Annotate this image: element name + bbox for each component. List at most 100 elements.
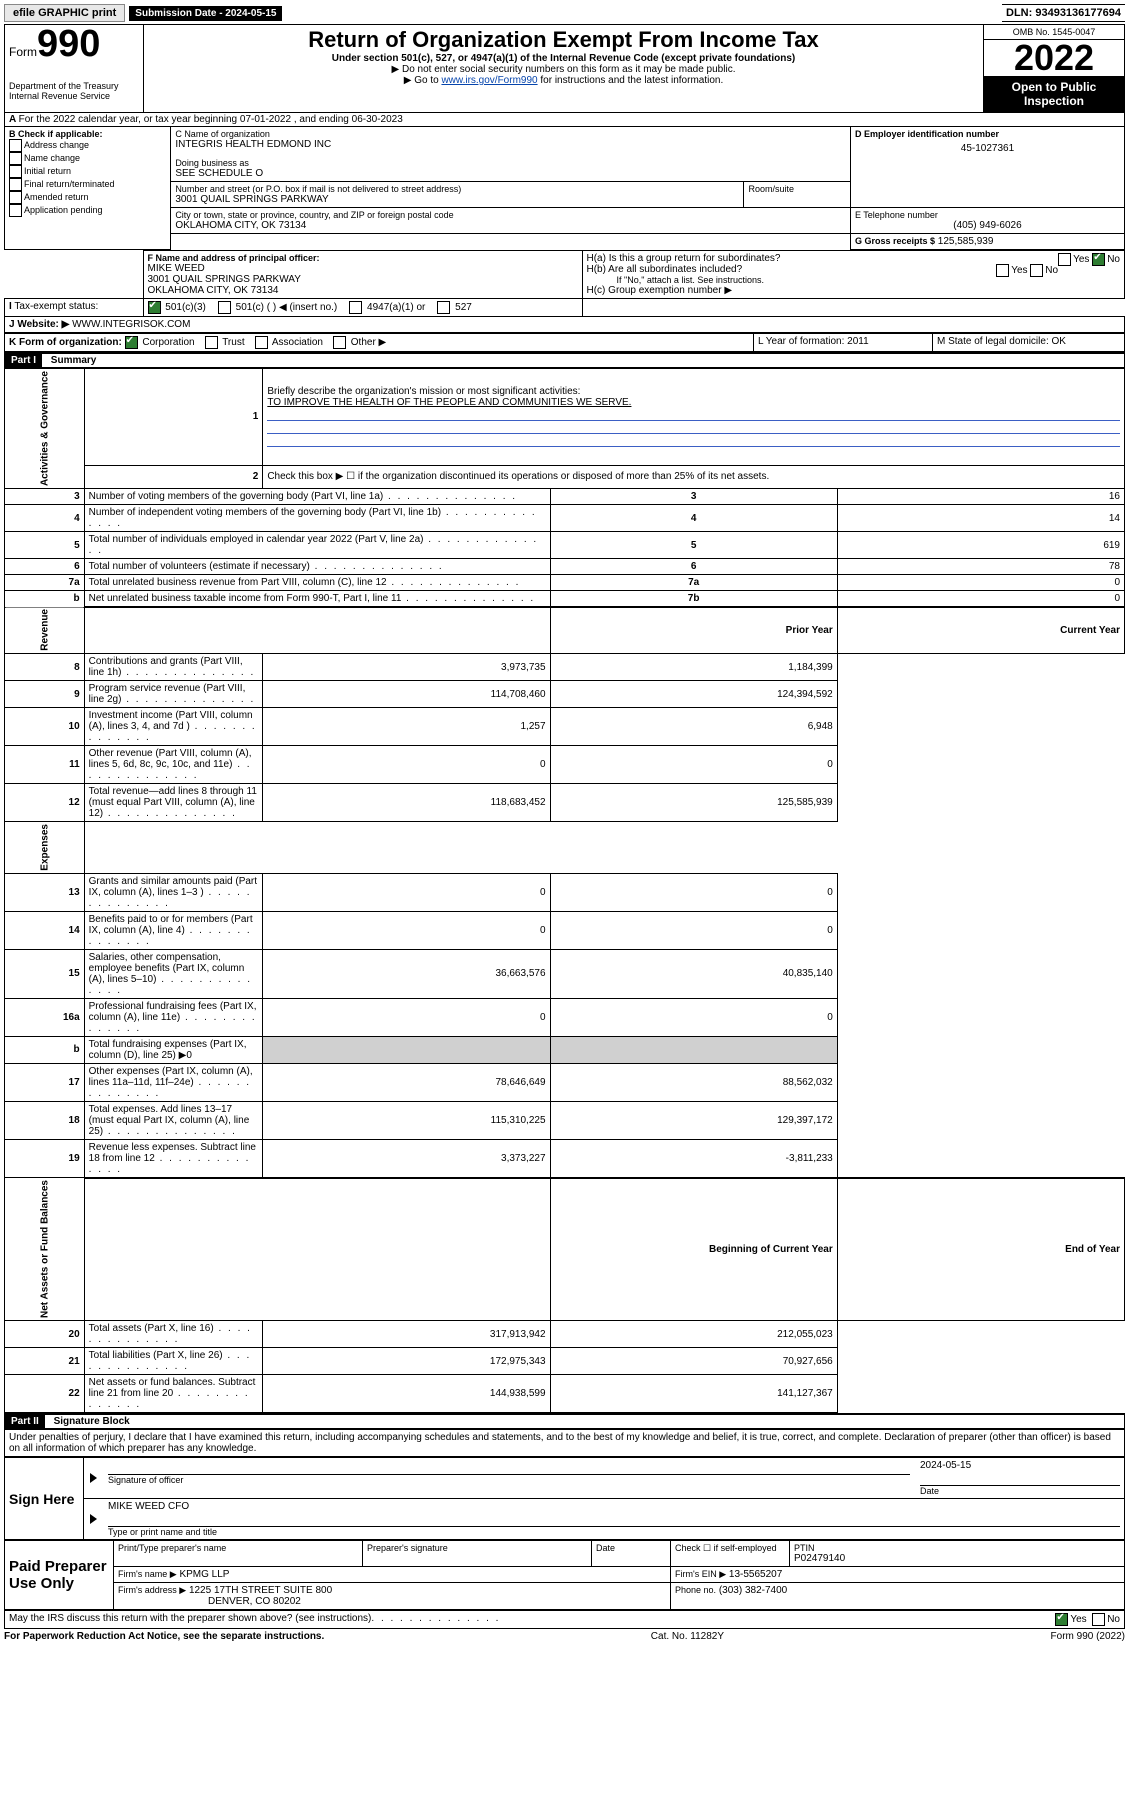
firm-name-label: Firm's name ▶ (118, 1569, 177, 1579)
d-label: D Employer identification number (855, 129, 1120, 139)
phone-label: Phone no. (675, 1585, 716, 1595)
b-checkbox-item: Application pending (9, 204, 166, 217)
l-label: L Year of formation: 2011 (758, 336, 869, 347)
part1-title: Summary (51, 355, 97, 366)
paid-preparer-label: Paid Preparer Use Only (5, 1541, 114, 1610)
city-label: City or town, state or province, country… (175, 210, 846, 220)
table-row: 14Benefits paid to or for members (Part … (5, 911, 1125, 949)
g-label: G Gross receipts $ (855, 236, 935, 246)
city-value: OKLAHOMA CITY, OK 73134 (175, 220, 846, 231)
i-checkbox[interactable] (437, 301, 450, 314)
i-option: 527 (437, 302, 471, 313)
table-row: 20Total assets (Part X, line 16)317,913,… (5, 1321, 1125, 1348)
side-na: Net Assets or Fund Balances (5, 1178, 85, 1321)
website-value: WWW.INTEGRISOK.COM (72, 319, 190, 330)
m-label: M State of legal domicile: OK (937, 336, 1066, 347)
discuss-yes-checkbox[interactable] (1055, 1613, 1068, 1626)
sign-here: Sign Here (5, 1458, 84, 1540)
table-row: 5Total number of individuals employed in… (5, 532, 1125, 559)
hb-no-checkbox[interactable] (1030, 264, 1043, 277)
b-checkbox[interactable] (9, 165, 22, 178)
instr2-post: for instructions and the latest informat… (538, 75, 724, 86)
org-name: INTEGRIS HEALTH EDMOND INC (175, 139, 846, 150)
topbar: efile GRAPHIC print Submission Date - 20… (4, 4, 1125, 22)
i-option: 501(c)(3) (148, 302, 206, 313)
b-checkbox[interactable] (9, 204, 22, 217)
hdr-prior: Prior Year (550, 607, 837, 654)
footer-center: Cat. No. 11282Y (651, 1631, 724, 1642)
k-checkbox[interactable] (255, 336, 268, 349)
instr2-pre: ▶ Go to (404, 75, 442, 86)
ha-yes-checkbox[interactable] (1058, 253, 1071, 266)
k-checkbox[interactable] (333, 336, 346, 349)
triangle-icon-2 (90, 1514, 97, 1524)
gross-receipts: 125,585,939 (938, 236, 994, 247)
street-label: Number and street (or P.O. box if mail i… (175, 184, 739, 194)
i-option: 4947(a)(1) or (349, 302, 425, 313)
b-checkbox[interactable] (9, 139, 22, 152)
no-label: No (1107, 254, 1120, 265)
street-value: 3001 QUAIL SPRINGS PARKWAY (175, 194, 739, 205)
hdr-curr: Current Year (837, 607, 1124, 654)
hb-yes-checkbox[interactable] (996, 264, 1009, 277)
ha-label: H(a) Is this a group return for subordin… (587, 253, 781, 264)
table-row: 16aProfessional fundraising fees (Part I… (5, 998, 1125, 1036)
form-subtitle: Under section 501(c), 527, or 4947(a)(1)… (148, 53, 979, 64)
discuss-no-checkbox[interactable] (1092, 1613, 1105, 1626)
fh-table: F Name and address of principal officer:… (4, 250, 1125, 333)
table-row: 9Program service revenue (Part VIII, lin… (5, 681, 1125, 708)
k-label: K Form of organization: (9, 337, 122, 348)
discuss-text: May the IRS discuss this return with the… (9, 1613, 371, 1626)
k-checkbox[interactable] (205, 336, 218, 349)
table-row: 13Grants and similar amounts paid (Part … (5, 873, 1125, 911)
l2-text: Check this box ▶ ☐ if the organization d… (263, 465, 1125, 488)
part1-table: Activities & Governance 1 Briefly descri… (4, 368, 1125, 1413)
i-checkbox[interactable] (349, 301, 362, 314)
side-gov: Activities & Governance (5, 369, 85, 489)
open-to-public: Open to Public Inspection (984, 76, 1124, 112)
table-row: 17Other expenses (Part IX, column (A), l… (5, 1063, 1125, 1101)
efile-button[interactable]: efile GRAPHIC print (4, 4, 125, 22)
hdr-boy: Beginning of Current Year (550, 1178, 837, 1321)
header-table: Form990 Department of the Treasury Inter… (4, 24, 1125, 113)
hdr-eoy: End of Year (837, 1178, 1124, 1321)
irs-link[interactable]: www.irs.gov/Form990 (441, 75, 537, 86)
dba-value: SEE SCHEDULE O (175, 168, 846, 179)
col-date: Date (596, 1543, 666, 1553)
k-checkbox[interactable] (125, 336, 138, 349)
officer-title: MIKE WEED CFO (108, 1501, 1120, 1512)
i-checkbox[interactable] (218, 301, 231, 314)
officer-addr1: 3001 QUAIL SPRINGS PARKWAY (148, 274, 578, 285)
b-checkbox[interactable] (9, 152, 22, 165)
discuss-no: No (1107, 1615, 1120, 1626)
table-row: bNet unrelated business taxable income f… (5, 591, 1125, 608)
table-row: 11Other revenue (Part VIII, column (A), … (5, 746, 1125, 784)
i-label: Tax-exempt status: (14, 301, 98, 312)
side-rev: Revenue (5, 607, 85, 654)
yes-label-2: Yes (1011, 265, 1027, 276)
table-row: 21Total liabilities (Part X, line 26)172… (5, 1348, 1125, 1375)
b-checkbox-item: Amended return (9, 191, 166, 204)
col-ptin: PTIN (794, 1543, 1120, 1553)
officer-name: MIKE WEED (148, 263, 578, 274)
b-checkbox[interactable] (9, 191, 22, 204)
yes-label: Yes (1073, 254, 1089, 265)
line-a: A For the 2022 calendar year, or tax yea… (4, 113, 1125, 126)
form-word: Form (9, 45, 37, 59)
e-label: E Telephone number (855, 210, 1120, 220)
tax-year: 2022 (984, 40, 1124, 76)
sig-date: 2024-05-15 (920, 1460, 1120, 1471)
table-row: 19Revenue less expenses. Subtract line 1… (5, 1139, 1125, 1178)
i-checkbox[interactable] (148, 301, 161, 314)
hc-label: H(c) Group exemption number ▶ (587, 285, 1121, 296)
k-option: Association (255, 337, 323, 348)
dept-label: Department of the Treasury Internal Reve… (9, 81, 139, 101)
declaration: Under penalties of perjury, I declare th… (4, 1429, 1125, 1457)
triangle-icon (90, 1473, 97, 1483)
b-checkbox[interactable] (9, 178, 22, 191)
b-checkbox-item: Address change (9, 139, 166, 152)
sign-table: Sign Here 2024-05-15 Date Signature of o… (4, 1457, 1125, 1540)
instr-1: ▶ Do not enter social security numbers o… (148, 64, 979, 75)
ha-no-checkbox[interactable] (1092, 253, 1105, 266)
dots (371, 1613, 1055, 1626)
